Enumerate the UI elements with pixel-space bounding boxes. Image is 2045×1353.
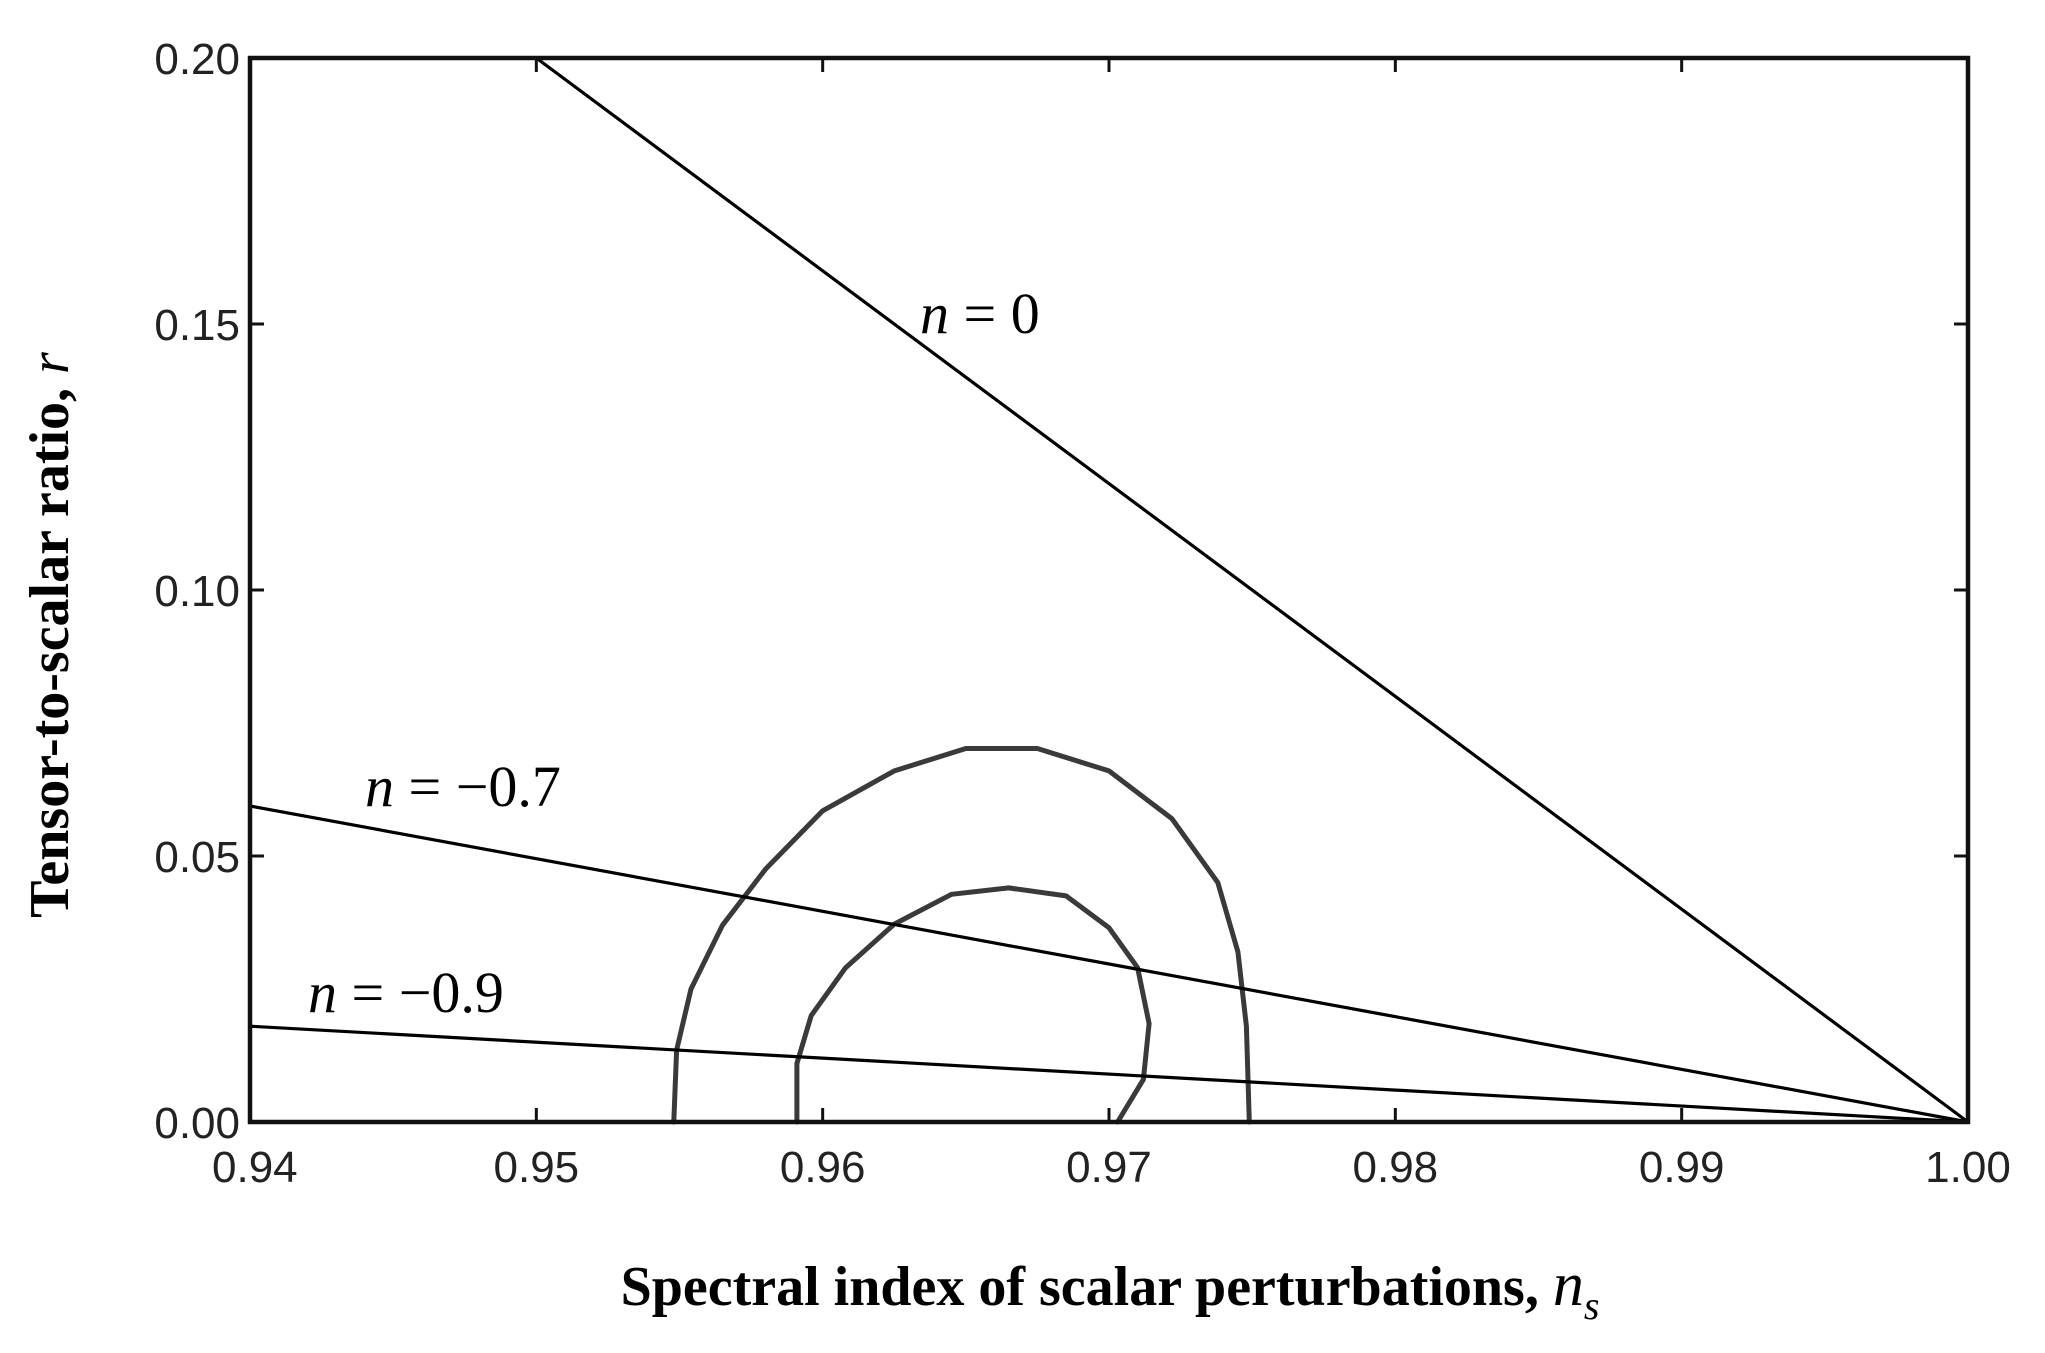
label-n-minus-0-9: n = −0.9 [308,960,504,1025]
y-tick-label: 0.20 [154,35,240,84]
x-axis-title-text: Spectral index of scalar perturbations, [621,1256,1539,1318]
x-axis-title: Spectral index of scalar perturbations, … [621,1251,1600,1328]
x-tick-label: 0.96 [780,1143,866,1192]
contour-inner [794,885,1152,1125]
x-tick-label: 0.99 [1639,1143,1725,1192]
x-tick-label: 0.97 [1066,1143,1152,1192]
y-axis-symbol: r [19,352,81,374]
x-tick-label: 0.95 [494,1143,580,1192]
series-label-value: = −0.7 [394,754,561,819]
y-tick-label: 0.00 [154,1099,240,1148]
x-tick-label: 1.00 [1925,1143,2011,1192]
series-label-variable: n [308,960,337,1025]
axes: 0.94 0.95 0.96 0.97 0.98 0.99 1.00 0.00 0.05 0.10… [154,35,2010,1192]
y-tick-label: 0.10 [154,567,240,616]
x-tick-label: 0.94 [212,1143,298,1192]
x-axis-symbol: n [1553,1251,1584,1319]
y-tick-label: 0.05 [154,833,240,882]
line-n-minus-0-9 [249,1024,1969,1124]
line-n-minus-0-7 [249,804,1969,1124]
series-label-value: = −0.9 [337,960,504,1025]
series-label-variable: n [365,754,394,819]
y-axis-title-text: Tensor-to-scalar ratio, [19,388,81,918]
series-label-variable: n [920,281,949,346]
label-n-0: n = 0 [920,281,1040,346]
x-axis-subscript: s [1584,1283,1600,1328]
series-labels: n = 0n = −0.7n = −0.9 [308,281,1040,1025]
y-axis-title: Tensor-to-scalar ratio, r [19,352,81,918]
y-tick-label: 0.15 [154,301,240,350]
line-n-0 [535,56,1969,1124]
plot-area [249,56,1969,1125]
x-tick-label: 0.98 [1353,1143,1439,1192]
label-n-minus-0-7: n = −0.7 [365,754,561,819]
contour-outer [671,746,1252,1125]
series-label-value: = 0 [949,281,1040,346]
